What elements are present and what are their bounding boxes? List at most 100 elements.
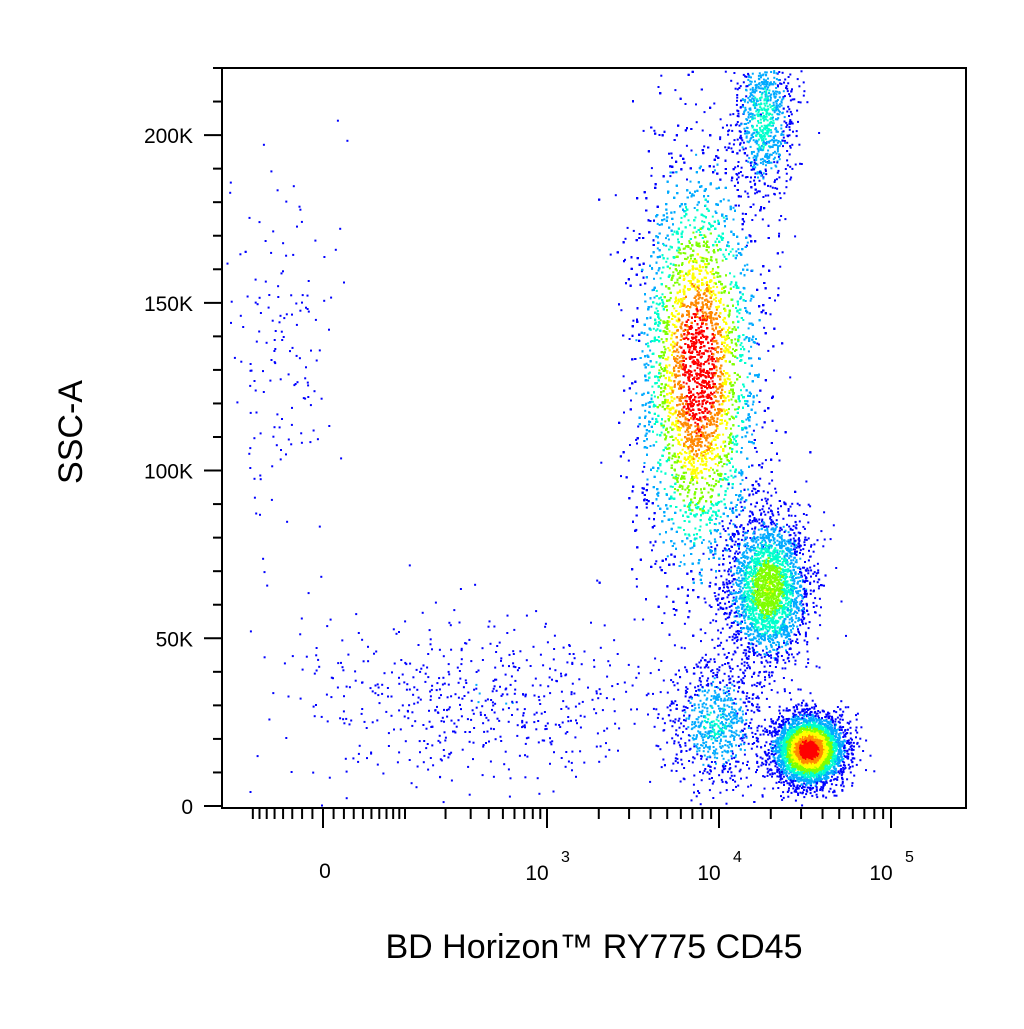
event-dot — [378, 702, 381, 705]
event-dot — [345, 770, 348, 773]
event-dot — [312, 705, 315, 708]
event-dot — [414, 720, 417, 723]
event-dot — [743, 338, 746, 341]
event-dot — [229, 181, 232, 184]
event-dot — [568, 644, 571, 646]
event-dot — [431, 744, 434, 747]
event-dot — [508, 665, 510, 668]
event-dot — [506, 693, 509, 696]
event-dot — [650, 394, 653, 397]
event-dot — [459, 677, 462, 680]
event-dot — [696, 280, 699, 283]
event-dot — [692, 449, 694, 452]
event-dot — [692, 472, 695, 475]
event-dot — [262, 391, 265, 393]
event-dot — [421, 611, 424, 614]
event-dot — [663, 612, 666, 615]
event-dot — [427, 768, 430, 771]
event-dot — [702, 283, 705, 286]
event-dot — [740, 394, 743, 397]
event-dot — [696, 358, 699, 361]
event-dot — [650, 174, 653, 177]
event-dot — [671, 305, 674, 308]
event-dot — [344, 757, 347, 760]
event-dot — [671, 347, 674, 350]
event-dot — [295, 302, 298, 305]
event-dot — [313, 715, 316, 718]
event-dot — [452, 730, 454, 733]
event-dot — [495, 678, 498, 681]
event-dot — [654, 562, 657, 565]
event-dot — [688, 240, 691, 243]
event-dot — [761, 462, 764, 465]
event-dot — [290, 423, 293, 426]
event-dot — [538, 699, 541, 702]
event-dot — [717, 314, 720, 317]
event-dot — [550, 743, 553, 746]
event-dot — [677, 474, 680, 477]
event-dot — [560, 672, 562, 675]
event-dot — [613, 710, 616, 713]
event-dot — [696, 392, 699, 394]
event-dot — [708, 435, 711, 438]
event-dot — [686, 324, 688, 327]
event-dot — [702, 335, 704, 337]
event-dot — [701, 129, 704, 132]
event-dot — [386, 687, 389, 689]
event-dot — [259, 432, 262, 435]
event-dot — [688, 534, 691, 537]
event-dot — [698, 353, 701, 356]
event-dot — [558, 724, 561, 726]
event-dot — [564, 765, 567, 768]
event-dot — [537, 720, 540, 722]
event-dot — [637, 425, 640, 428]
event-dot — [713, 391, 716, 394]
event-dot — [524, 695, 527, 698]
event-dot — [653, 277, 655, 280]
event-dots — [226, 70, 876, 807]
event-dot — [564, 732, 567, 735]
event-dot — [398, 676, 400, 679]
event-dot — [718, 316, 721, 318]
event-dot — [710, 316, 713, 319]
event-dot — [722, 253, 725, 256]
event-dot — [403, 715, 406, 718]
event-dot — [443, 682, 446, 685]
event-dot — [371, 690, 374, 693]
event-dot — [540, 712, 543, 715]
event-dot — [571, 682, 574, 685]
event-dot — [249, 791, 252, 793]
event-dot — [698, 339, 700, 342]
event-dot — [711, 423, 714, 426]
event-dot — [683, 421, 686, 424]
event-dot — [710, 272, 713, 275]
event-dot — [684, 430, 687, 433]
event-dot — [680, 646, 683, 649]
event-dot — [712, 340, 715, 343]
event-dot — [272, 435, 275, 438]
event-dot — [491, 690, 494, 693]
event-dot — [736, 442, 739, 445]
event-dot — [740, 342, 743, 345]
event-dot — [686, 305, 689, 307]
event-dot — [408, 759, 411, 761]
event-dot — [571, 769, 573, 772]
event-dot — [268, 294, 271, 296]
event-dot — [287, 695, 290, 698]
event-dot — [665, 237, 667, 240]
event-dot — [736, 434, 739, 437]
event-dot — [285, 254, 288, 257]
event-dot — [681, 357, 684, 360]
event-dot — [746, 241, 749, 244]
event-dot — [401, 704, 404, 707]
event-dot — [715, 327, 717, 330]
event-dot — [705, 395, 708, 398]
event-dot — [681, 448, 684, 451]
event-dot — [413, 702, 416, 705]
event-dot — [743, 220, 746, 223]
event-dot — [674, 331, 677, 334]
event-dot — [688, 388, 691, 391]
event-dot — [687, 430, 690, 433]
event-dot — [696, 353, 699, 356]
event-dot — [562, 700, 565, 703]
